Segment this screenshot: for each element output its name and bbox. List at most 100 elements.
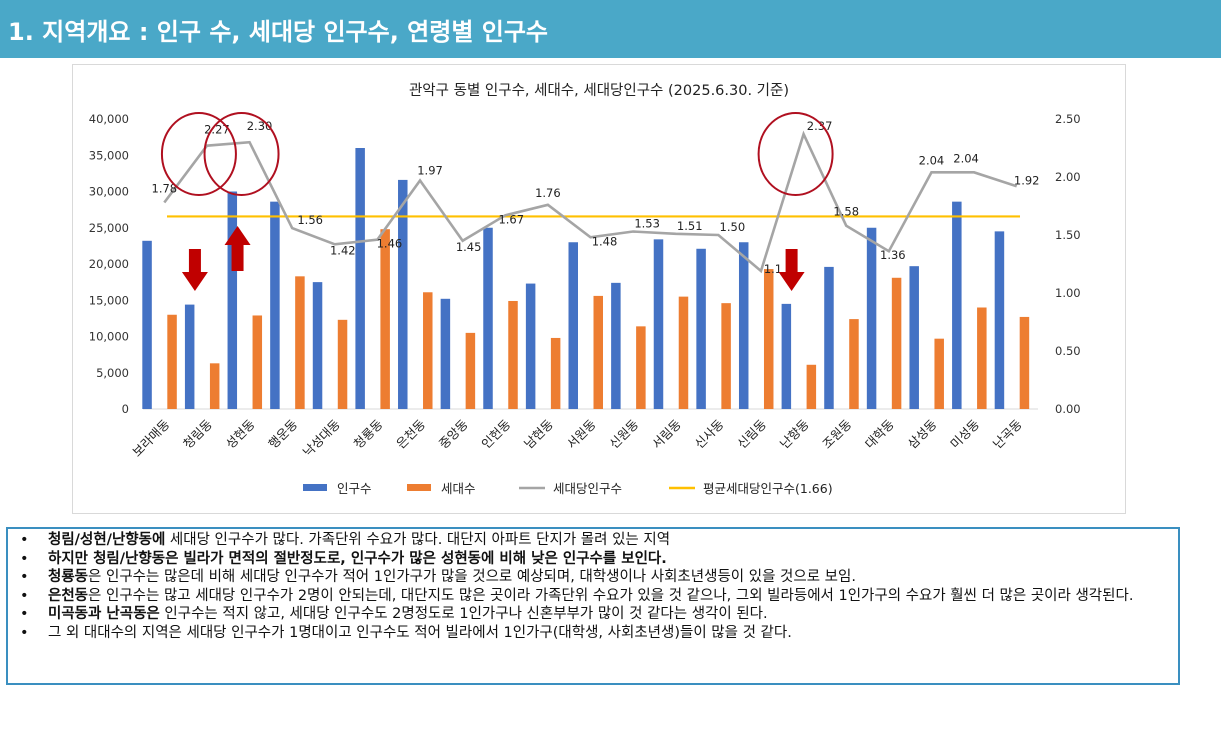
bullet-icon: • — [20, 569, 29, 585]
legend-label: 세대수 — [441, 481, 476, 496]
bar-households — [252, 315, 263, 409]
legend-swatch — [303, 484, 327, 491]
y-left-tick-label: 40,000 — [89, 112, 129, 126]
bullet-icon: • — [20, 624, 29, 641]
category-label: 인헌동 — [478, 417, 513, 452]
y-right-tick-label: 0.50 — [1055, 344, 1081, 358]
category-label: 신원동 — [606, 417, 641, 452]
data-label: 2.04 — [953, 151, 979, 165]
note-text: 은 인구수는 많고 세대당 인구수가 2명이 안되는데, 대단지도 많은 곳이라… — [88, 587, 1134, 604]
y-left-tick-label: 20,000 — [89, 257, 129, 271]
data-label: 2.37 — [807, 119, 833, 133]
legend-label: 세대당인구수 — [553, 481, 622, 496]
note-bold: 하지만 청림/난향동은 빌라가 면적의 절반정도로, 인구수가 많은 성현동에 … — [48, 550, 667, 567]
note-text: 은 인구수는 많은데 비해 세대당 인구수가 적어 1인가구가 많을 것으로 예… — [88, 569, 856, 585]
bar-households — [891, 277, 902, 409]
y-right-tick-label: 1.50 — [1055, 228, 1081, 242]
arrow-down-icon — [181, 249, 208, 291]
category-label: 난곡동 — [990, 417, 1025, 452]
bar-population — [227, 191, 238, 409]
data-label: 1.78 — [152, 182, 178, 196]
y-right-tick-label: 1.00 — [1055, 286, 1081, 300]
category-label: 삼성동 — [905, 417, 940, 452]
combo-chart: 관악구 동별 인구수, 세대수, 세대당인구수 (2025.6.30. 기준) 0… — [89, 82, 1081, 496]
y-left-tick-label: 30,000 — [89, 185, 129, 199]
category-label: 미성동 — [947, 417, 982, 452]
data-label: 1.51 — [677, 219, 703, 233]
bar-households — [1019, 316, 1030, 409]
data-label: 1.58 — [833, 205, 859, 219]
bullet-icon: • — [20, 606, 29, 622]
category-label: 낙성대동 — [300, 417, 343, 460]
note-item: • 청룡동은 인구수는 많은데 비해 세대당 인구수가 적어 1인가구가 많을 … — [14, 568, 1170, 587]
category-label: 중앙동 — [436, 417, 471, 452]
category-label: 성현동 — [223, 417, 258, 452]
bar-households — [380, 229, 390, 409]
category-label: 난향동 — [777, 417, 812, 452]
note-item: • 그 외 대대수의 지역은 세대당 인구수가 1명대이고 인구수도 적어 빌라… — [14, 624, 1170, 643]
data-label: 2.04 — [919, 153, 945, 167]
bar-population — [994, 231, 1005, 409]
note-bold: 미곡동과 난곡동은 — [48, 606, 160, 622]
bar-population — [525, 283, 536, 409]
bar-population — [270, 201, 280, 409]
data-label: 1.97 — [417, 163, 443, 177]
data-label: 1.76 — [535, 186, 561, 200]
data-label: 1.46 — [377, 237, 403, 251]
chart-title: 관악구 동별 인구수, 세대수, 세대당인구수 (2025.6.30. 기준) — [409, 82, 789, 99]
bar-households — [977, 307, 987, 409]
y-left-tick-label: 35,000 — [89, 148, 129, 162]
bar-households — [423, 292, 433, 409]
data-label: 1.67 — [498, 212, 524, 226]
data-label: 1.50 — [720, 220, 746, 234]
data-label: 1.1 — [764, 262, 782, 276]
bar-population — [653, 239, 664, 409]
bar-population — [696, 248, 706, 409]
bar-population — [866, 227, 877, 409]
data-label: 1.45 — [456, 240, 482, 254]
y-right-tick-label: 2.50 — [1055, 112, 1081, 126]
note-bold: 청림/성현/난향동에 — [48, 532, 166, 548]
bar-households — [806, 364, 817, 409]
highlight-circle — [203, 112, 280, 196]
category-label: 남현동 — [521, 417, 556, 452]
category-label: 행운동 — [265, 417, 300, 452]
category-label: 서림동 — [649, 417, 684, 452]
category-label: 신사동 — [691, 417, 726, 452]
legend-swatch — [407, 484, 431, 491]
bar-households — [167, 314, 177, 409]
category-label: 대학동 — [862, 417, 897, 452]
arrow-down-icon — [778, 249, 805, 291]
bar-population — [568, 242, 578, 409]
arrow-up-icon — [224, 226, 251, 271]
bar-households — [465, 332, 476, 409]
notes-box: • 청림/성현/난향동에 세대당 인구수가 많다. 가족단위 수요가 많다. 대… — [6, 527, 1180, 685]
bar-households — [593, 295, 603, 409]
category-label: 보라매동 — [129, 417, 172, 460]
category-label: 청룡동 — [351, 417, 386, 452]
page-title: 1. 지역개요 : 인구 수, 세대당 인구수, 연령별 인구수 — [8, 18, 549, 46]
highlight-circle — [757, 112, 834, 196]
bullet-icon: • — [20, 550, 29, 567]
bar-households — [337, 319, 348, 409]
note-item: • 은천동은 인구수는 많고 세대당 인구수가 2명이 안되는데, 대단지도 많… — [14, 587, 1170, 606]
bar-households — [295, 276, 305, 409]
legend-label: 평균세대당인구수(1.66) — [703, 481, 833, 496]
note-item: • 하지만 청림/난향동은 빌라가 면적의 절반정도로, 인구수가 많은 성현동… — [14, 550, 1170, 569]
data-label: 1.48 — [592, 234, 618, 248]
legend-label: 인구수 — [337, 481, 372, 496]
bar-population — [909, 266, 919, 409]
y-right-tick-label: 2.00 — [1055, 170, 1081, 184]
bar-population — [440, 298, 451, 409]
bar-population — [611, 282, 621, 409]
note-bold: 청룡동 — [48, 569, 89, 585]
y-left-tick-label: 15,000 — [89, 293, 129, 307]
bar-households — [550, 337, 561, 409]
y-left-tick-label: 25,000 — [89, 221, 129, 235]
category-label: 서원동 — [564, 417, 599, 452]
data-label: 1.42 — [330, 243, 356, 257]
note-text: 그 외 대대수의 지역은 세대당 인구수가 1명대이고 인구수도 적어 빌라에서… — [48, 624, 792, 641]
category-label: 은천동 — [393, 417, 428, 452]
data-label: 1.53 — [634, 217, 660, 231]
bar-households — [678, 296, 689, 409]
